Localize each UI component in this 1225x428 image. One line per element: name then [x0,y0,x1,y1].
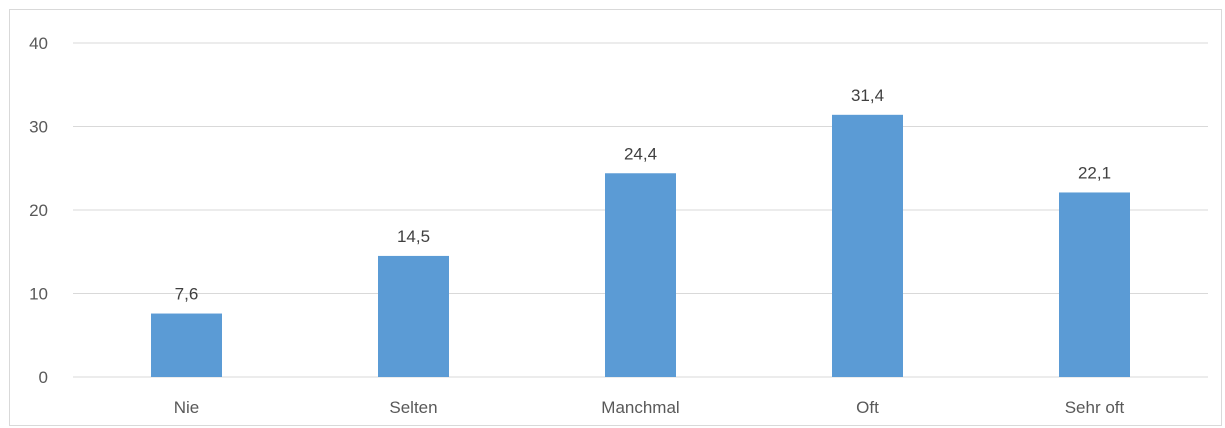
x-category-label: Sehr oft [1065,398,1125,417]
data-label: 14,5 [397,227,430,246]
bar [832,114,903,377]
y-tick-label: 40 [29,34,48,53]
y-tick-label: 20 [29,201,48,220]
x-category-label: Selten [389,398,437,417]
bar [605,173,676,377]
y-tick-label: 0 [39,368,48,387]
data-label: 7,6 [175,285,199,304]
bar [1059,192,1130,377]
x-category-label: Oft [856,398,879,417]
data-label: 31,4 [851,86,884,105]
bar [151,313,222,377]
data-label: 24,4 [624,144,657,163]
y-tick-label: 10 [29,285,48,304]
data-label: 22,1 [1078,163,1111,182]
x-category-label: Manchmal [601,398,679,417]
x-category-label: Nie [174,398,200,417]
bar [378,255,449,377]
y-tick-label: 30 [29,118,48,137]
